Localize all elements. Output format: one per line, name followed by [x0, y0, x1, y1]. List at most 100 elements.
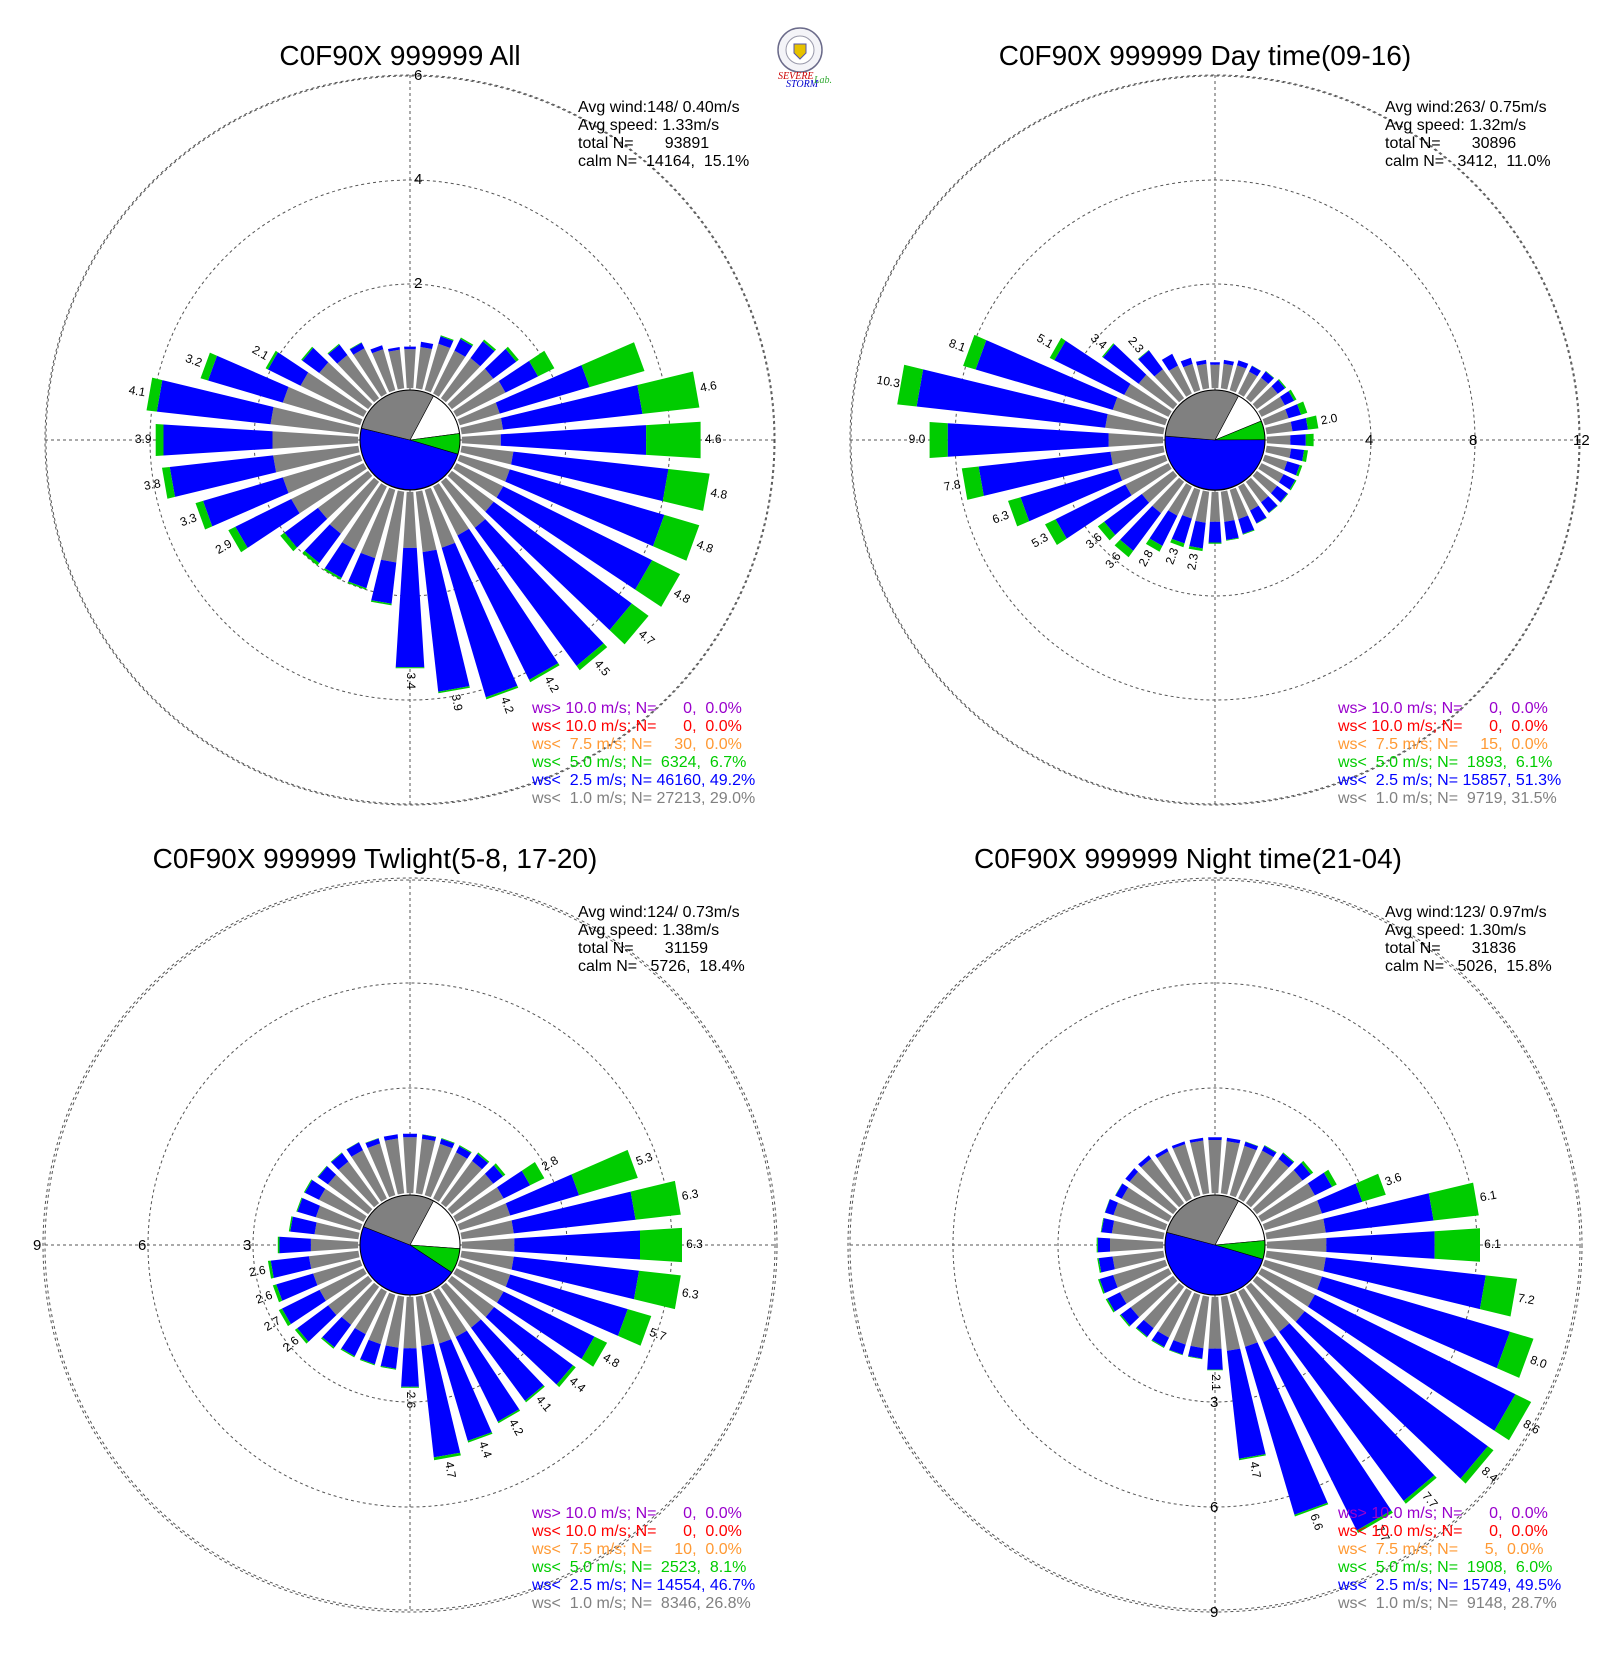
bar-segment-ws-lt-1 — [1182, 487, 1201, 519]
bar-segment-ws-lt-5 — [1137, 350, 1149, 360]
bar-segment-ws-lt-2-5 — [454, 338, 473, 357]
bar-segment-ws-lt-2-5 — [1189, 1137, 1204, 1143]
bar-value-label: 3.8 — [143, 476, 162, 493]
bar-segment-ws-lt-5 — [1268, 505, 1278, 514]
bar-segment-ws-lt-5 — [1301, 1160, 1314, 1175]
sector-290: 8.1 — [947, 334, 1168, 426]
bar-segment-ws-lt-1 — [1183, 363, 1201, 393]
bar-segment-ws-lt-2-5 — [1120, 1307, 1140, 1326]
stat-total-n: total N= 93891 — [578, 135, 709, 152]
bar-segment-ws-lt-2-5 — [365, 1138, 381, 1148]
bar-segment-ws-lt-5 — [477, 1152, 490, 1163]
bar-segment-ws-lt-1 — [351, 1150, 387, 1202]
bar-value-label: 4.2 — [542, 673, 563, 695]
bar-segment-ws-lt-1 — [319, 1268, 367, 1301]
bar-segment-ws-lt-2-5 — [1138, 350, 1163, 377]
bar-value-label: 2.6 — [404, 1392, 418, 1409]
ring-tick-label: 3 — [243, 1237, 251, 1254]
sector-120 — [1258, 463, 1297, 491]
bar-segment-ws-lt-2-5 — [208, 355, 289, 403]
bar-segment-ws-lt-2-5 — [1263, 1335, 1392, 1531]
sector-0 — [404, 346, 416, 389]
bar-segment-ws-lt-2-5 — [318, 1166, 337, 1185]
stat-calm-n: calm N= 5726, 18.4% — [578, 958, 745, 975]
bar-segment-ws-lt-1 — [1110, 445, 1165, 465]
bar-segment-ws-lt-2-5 — [163, 424, 273, 456]
sector-350 — [1196, 359, 1210, 390]
bar-segment-ws-lt-1 — [1110, 1238, 1164, 1252]
bar-segment-ws-lt-2-5 — [1161, 353, 1178, 371]
bar-segment-ws-lt-5 — [1306, 415, 1319, 430]
bar-segment-ws-lt-5 — [581, 1336, 608, 1367]
sector-90 — [1266, 433, 1314, 447]
bar-segment-ws-lt-1 — [1117, 454, 1168, 481]
bar-segment-ws-lt-5 — [630, 1180, 681, 1220]
bar-segment-ws-lt-5 — [422, 1134, 437, 1137]
bar-segment-ws-lt-2-5 — [1171, 515, 1192, 544]
stat-avg-wind: Avg wind:263/ 0.75m/s — [1385, 99, 1547, 116]
sector-270: 9.0 — [909, 422, 1164, 458]
bar-segment-ws-lt-1 — [1190, 1140, 1210, 1195]
legend-entry: ws< 10.0 m/s; N= 0, 0.0% — [531, 1523, 742, 1540]
sector-330 — [1155, 1148, 1192, 1202]
sector-130 — [1252, 470, 1289, 503]
bar-segment-ws-lt-1 — [1229, 487, 1248, 520]
bar-segment-ws-lt-5 — [1145, 538, 1163, 552]
bar-segment-ws-lt-1 — [1208, 1296, 1222, 1349]
bar-segment-ws-lt-5 — [1115, 1183, 1123, 1196]
bar-segment-ws-lt-2-5 — [1261, 1145, 1277, 1158]
bar-segment-ws-lt-5 — [1289, 479, 1297, 491]
sector-100: 4.8 — [460, 445, 729, 511]
bar-segment-ws-lt-1 — [1169, 365, 1192, 397]
legend-entry: ws< 2.5 m/s; N= 14554, 46.7% — [531, 1577, 755, 1594]
wind-sector-bars: 3.66.16.17.28.08.68.47.77.76.64.72.1 — [1096, 1137, 1549, 1544]
bar-segment-ws-lt-5 — [1102, 343, 1115, 358]
bar-segment-ws-lt-5 — [228, 526, 248, 553]
bar-segment-ws-lt-2-5 — [484, 1165, 504, 1184]
bar-segment-ws-lt-1 — [1220, 363, 1233, 390]
sector-230 — [280, 470, 373, 552]
sector-140: 7.7 — [1245, 1282, 1441, 1511]
bar-segment-ws-lt-5 — [1282, 1152, 1295, 1163]
bar-segment-ws-lt-1 — [424, 343, 451, 393]
sector-170: 4.7 — [1220, 1295, 1266, 1480]
bar-segment-ws-lt-2-5 — [1188, 1345, 1204, 1359]
bar-segment-ws-lt-5 — [1479, 1275, 1518, 1317]
bar-segment-ws-lt-1 — [1113, 1259, 1168, 1288]
sector-30 — [433, 1145, 472, 1202]
bar-segment-ws-lt-1 — [457, 1259, 511, 1287]
bar-segment-ws-lt-2-5 — [1295, 1311, 1488, 1479]
bar-segment-ws-lt-2-5 — [1097, 1237, 1110, 1253]
bar-segment-ws-lt-1 — [415, 1295, 434, 1347]
bar-segment-ws-lt-5 — [1297, 401, 1308, 415]
bar-segment-ws-lt-2-5 — [1290, 418, 1308, 432]
sector-70 — [1262, 401, 1308, 426]
bar-segment-ws-lt-2-5 — [1180, 357, 1193, 368]
bar-segment-ws-lt-1 — [1143, 1282, 1185, 1329]
sector-330 — [346, 1142, 387, 1202]
bar-segment-ws-lt-1 — [328, 1275, 373, 1316]
bar-segment-ws-lt-5 — [1278, 379, 1287, 389]
bar-segment-ws-lt-2-5 — [1208, 1137, 1222, 1140]
ring-tick-label: 9 — [33, 1237, 41, 1254]
sector-170: 4.7 — [415, 1295, 461, 1480]
sector-100: 6.3 — [460, 1250, 700, 1310]
bar-segment-ws-lt-1 — [424, 487, 455, 548]
chart-title: C0F90X 999999 Night time(21-04) — [974, 843, 1402, 874]
bar-segment-ws-lt-1 — [1265, 1218, 1326, 1240]
bar-segment-ws-lt-1 — [404, 349, 416, 389]
bar-segment-ws-lt-1 — [1258, 1183, 1315, 1222]
bar-segment-ws-lt-5 — [317, 1165, 328, 1178]
sector-40 — [440, 1152, 490, 1208]
bar-segment-ws-lt-1 — [1119, 1268, 1172, 1304]
bar-segment-ws-lt-5 — [897, 364, 924, 407]
bar-value-label: 2.6 — [248, 1263, 267, 1280]
bar-segment-ws-lt-1 — [440, 1282, 481, 1328]
bar-segment-ws-lt-2-5 — [420, 341, 434, 349]
stat-avg-wind: Avg wind:123/ 0.97m/s — [1385, 904, 1547, 921]
bar-segment-ws-lt-2-5 — [403, 1133, 417, 1138]
bar-segment-ws-lt-2-5 — [498, 360, 539, 393]
bar-segment-ws-lt-1 — [440, 477, 486, 528]
bar-segment-ws-lt-2-5 — [1224, 520, 1239, 540]
bar-segment-ws-lt-1 — [354, 1288, 387, 1335]
